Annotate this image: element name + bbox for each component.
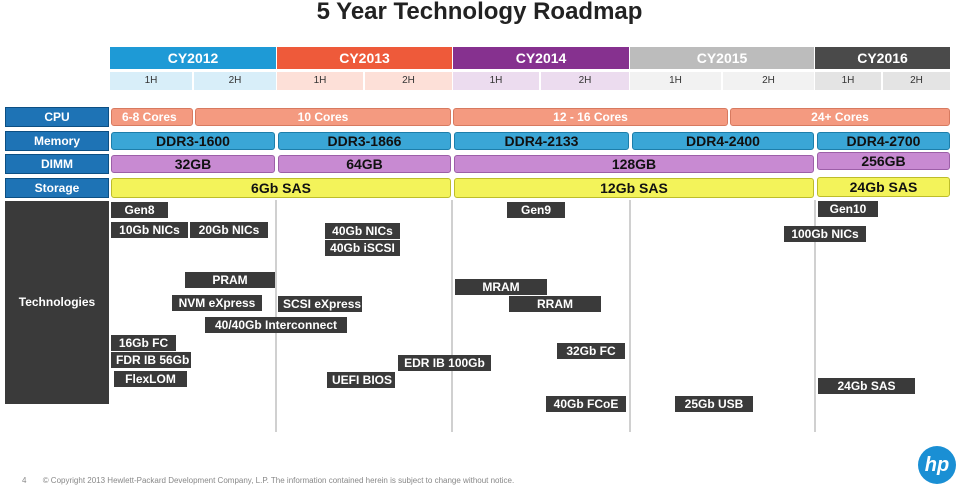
tech-nvm-express: NVM eXpress <box>172 295 262 311</box>
memory-bar: DDR4-2700 <box>817 132 950 150</box>
row-label-dimm: DIMM <box>5 154 109 174</box>
tech-gen8: Gen8 <box>111 202 168 218</box>
year-header-cy2016: CY2016 <box>815 47 950 69</box>
cpu-bar: 6-8 Cores <box>111 108 193 126</box>
memory-bar: DDR4-2133 <box>454 132 629 150</box>
memory-bar: DDR3-1600 <box>111 132 275 150</box>
tech-uefi-bios: UEFI BIOS <box>327 372 395 388</box>
page-number: 4 <box>22 476 27 485</box>
half-header: 1H <box>110 72 192 90</box>
cpu-bar: 24+ Cores <box>730 108 950 126</box>
cpu-bar: 10 Cores <box>195 108 451 126</box>
tech-16gb-fc: 16Gb FC <box>111 335 176 351</box>
half-header: 1H <box>453 72 539 90</box>
dimm-bar: 128GB <box>454 155 814 173</box>
tech-40-40gb-interconnect: 40/40Gb Interconnect <box>205 317 347 333</box>
half-header: 2H <box>365 72 452 90</box>
tech-gen9: Gen9 <box>507 202 565 218</box>
tech-40gb-iscsi: 40Gb iSCSI <box>325 240 400 256</box>
row-label-memory: Memory <box>5 131 109 151</box>
dimm-bar: 64GB <box>278 155 451 173</box>
year-header-cy2014: CY2014 <box>453 47 629 69</box>
memory-bar: DDR4-2400 <box>632 132 814 150</box>
tech-24gb-sas: 24Gb SAS <box>818 378 915 394</box>
tech-40gb-fcoe: 40Gb FCoE <box>546 396 626 412</box>
year-divider <box>275 200 277 432</box>
hp-logo: hp <box>918 446 956 484</box>
tech-gen10: Gen10 <box>818 201 878 217</box>
tech-fdr-ib-56gb: FDR IB 56Gb <box>111 352 191 368</box>
tech-flexlom: FlexLOM <box>114 371 187 387</box>
tech-40gb-nics: 40Gb NICs <box>325 223 400 239</box>
tech-edr-ib-100gb: EDR IB 100Gb <box>398 355 491 371</box>
tech-20gb-nics: 20Gb NICs <box>190 222 268 238</box>
tech-mram: MRAM <box>455 279 547 295</box>
storage-bar: 24Gb SAS <box>817 177 950 197</box>
tech-scsi-express: SCSI eXpress <box>278 296 362 312</box>
year-divider <box>629 200 631 432</box>
row-label-technologies: Technologies <box>18 295 96 309</box>
row-label-cpu: CPU <box>5 107 109 127</box>
half-header: 2H <box>883 72 950 90</box>
technologies-panel <box>5 201 109 404</box>
storage-bar: 12Gb SAS <box>454 178 814 198</box>
half-header: 1H <box>815 72 881 90</box>
tech-rram: RRAM <box>509 296 601 312</box>
row-label-storage: Storage <box>5 178 109 198</box>
dimm-bar: 32GB <box>111 155 275 173</box>
storage-bar: 6Gb SAS <box>111 178 451 198</box>
tech-32gb-fc: 32Gb FC <box>557 343 625 359</box>
tech-10gb-nics: 10Gb NICs <box>111 222 188 238</box>
year-header-cy2015: CY2015 <box>630 47 814 69</box>
tech-100gb-nics: 100Gb NICs <box>784 226 866 242</box>
year-divider <box>814 200 816 432</box>
half-header: 1H <box>277 72 363 90</box>
page-title: 5 Year Technology Roadmap <box>316 0 643 25</box>
half-header: 2H <box>541 72 629 90</box>
memory-bar: DDR3-1866 <box>278 132 451 150</box>
tech-25gb-usb: 25Gb USB <box>675 396 753 412</box>
tech-pram: PRAM <box>185 272 275 288</box>
dimm-bar: 256GB <box>817 152 950 170</box>
cpu-bar: 12 - 16 Cores <box>453 108 728 126</box>
footer: 4 © Copyright 2013 Hewlett-Packard Devel… <box>22 476 514 485</box>
year-header-cy2012: CY2012 <box>110 47 276 69</box>
year-divider <box>451 200 453 432</box>
half-header: 2H <box>723 72 814 90</box>
half-header: 1H <box>630 72 721 90</box>
copyright-notice: © Copyright 2013 Hewlett-Packard Develop… <box>42 476 515 485</box>
year-header-cy2013: CY2013 <box>277 47 452 69</box>
half-header: 2H <box>194 72 276 90</box>
